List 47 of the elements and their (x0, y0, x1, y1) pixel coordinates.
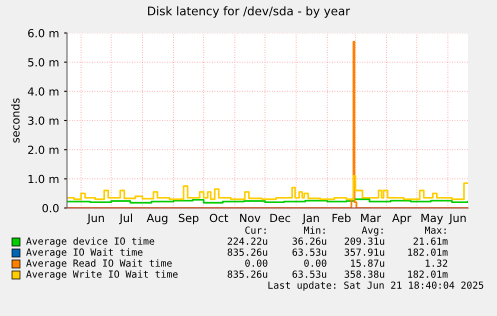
x-tick-label: Feb (332, 214, 351, 222)
chart-title: Disk latency for /dev/sda - by year (148, 6, 350, 18)
y-tick-label: 0.0 (42, 204, 59, 212)
text: 209.31u (344, 237, 384, 245)
text: 0.00 (245, 259, 268, 267)
y-tick-label: 6.0 m (28, 28, 58, 38)
text: 0.00 (304, 259, 326, 267)
text: 36.26u (292, 237, 326, 245)
text: Avg: (362, 226, 383, 236)
y-tick-label: 1.0 m (28, 174, 58, 184)
text: 21.61m (414, 237, 448, 245)
y-tick-label: 5.0 m (28, 58, 58, 67)
legend-label: Average IO Wait time (26, 248, 142, 258)
text: 835.26u (228, 248, 268, 256)
text: 63.53u (292, 270, 326, 278)
text: 63.53u (292, 248, 326, 256)
legend-label: Average Write IO Wait time (26, 270, 178, 280)
x-tick-label: Jan (302, 214, 319, 224)
x-tick-label: Jul (119, 214, 132, 224)
text: Last update: Sat Jun 21 18:40:04 2025 (268, 281, 484, 291)
text: 1.32 (426, 259, 448, 267)
y-axis-title: seconds (11, 98, 20, 143)
text: Max: (424, 226, 446, 234)
y-tick-label: 3.0 m (28, 116, 58, 125)
y-tick-label: 4.0 m (28, 87, 58, 96)
text: Cur: (245, 226, 266, 234)
text: 15.87u (351, 259, 384, 267)
x-tick-label: Apr (392, 214, 412, 224)
x-tick-label: Nov (240, 214, 260, 222)
text: 224.22u (228, 237, 268, 245)
x-tick-label: Oct (210, 214, 228, 222)
legend-label: Average device IO time (26, 237, 154, 247)
x-tick-label: Dec (270, 214, 290, 222)
text: 357.91u (344, 248, 384, 256)
x-tick-label: May (421, 214, 443, 224)
text: 358.38u (344, 270, 384, 278)
x-tick-label: Aug (146, 214, 168, 224)
y-tick-label: 2.0 m (28, 146, 58, 154)
text: Min: (304, 226, 325, 234)
text: 182.01m (408, 248, 448, 256)
text: 182.01m (408, 270, 448, 278)
x-tick-label: Sep (178, 214, 198, 224)
x-tick-label: Jun (86, 214, 104, 224)
text: 835.26u (228, 270, 268, 278)
x-tick-label: Jun (448, 214, 466, 224)
legend-label: Average Read IO Wait time (26, 259, 172, 269)
x-tick-label: Mar (361, 214, 381, 222)
